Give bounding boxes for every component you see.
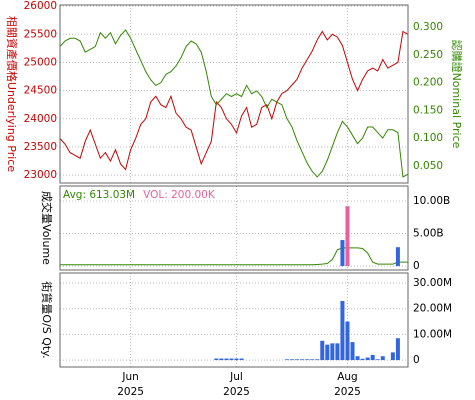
bar bbox=[295, 359, 300, 361]
y-tick-label: 5.00B bbox=[413, 228, 444, 240]
y-tick-label: 30.00M bbox=[413, 277, 452, 289]
y-tick-label: 25000 bbox=[24, 56, 57, 68]
y-tick-label: 23500 bbox=[24, 141, 57, 153]
bar bbox=[355, 356, 360, 361]
bar bbox=[390, 352, 395, 361]
y-tick-label: 0 bbox=[413, 354, 420, 366]
y-axis-label: 相關資產價格Underlying Price bbox=[5, 16, 19, 172]
bar bbox=[360, 358, 365, 361]
bar bbox=[305, 359, 310, 361]
bar bbox=[340, 300, 345, 361]
bar bbox=[370, 354, 375, 361]
y-axis-label: 成交量Volume bbox=[40, 191, 54, 265]
y2-tick-label: 0.300 bbox=[413, 21, 443, 33]
y2-axis-label: 認購證Nominal Price bbox=[450, 40, 464, 149]
bar bbox=[345, 321, 350, 361]
bar bbox=[320, 340, 325, 361]
x-tick-label: Jun 2025 bbox=[117, 371, 144, 398]
bar bbox=[224, 358, 229, 361]
bar bbox=[345, 206, 350, 267]
bar bbox=[234, 358, 239, 361]
plot-frame bbox=[59, 272, 409, 368]
bar bbox=[310, 359, 315, 361]
bar bbox=[315, 359, 320, 361]
plot-frame bbox=[59, 185, 409, 271]
legend-entry: VOL: 200.00K bbox=[143, 189, 216, 201]
bar bbox=[340, 240, 345, 267]
bar bbox=[284, 359, 289, 361]
legend-entry: Avg: 613.03M bbox=[63, 189, 135, 201]
y2-tick-label: 0.250 bbox=[413, 49, 443, 61]
y-tick-label: 23000 bbox=[24, 169, 57, 181]
line-series bbox=[59, 30, 409, 171]
y-tick-label: 26000 bbox=[24, 0, 57, 12]
bar bbox=[214, 358, 219, 361]
y-tick-label: 10.00M bbox=[413, 328, 452, 340]
bar bbox=[330, 343, 335, 361]
bar bbox=[375, 359, 380, 361]
line-series bbox=[59, 29, 409, 178]
y2-tick-label: 0.150 bbox=[413, 104, 443, 116]
plot-frame bbox=[59, 4, 409, 184]
bar bbox=[219, 358, 224, 361]
y2-tick-label: 0.200 bbox=[413, 77, 443, 89]
bar bbox=[395, 338, 400, 361]
y-tick-label: 20.00M bbox=[413, 303, 452, 315]
bar bbox=[350, 342, 355, 361]
bar bbox=[325, 344, 330, 361]
bar bbox=[229, 358, 234, 361]
y-tick-label: 24000 bbox=[24, 113, 57, 125]
bar bbox=[290, 359, 294, 361]
bar bbox=[380, 356, 385, 361]
x-tick-label: Jul 2025 bbox=[223, 371, 250, 398]
bar bbox=[365, 357, 370, 361]
bar bbox=[300, 359, 305, 361]
y-tick-label: 24500 bbox=[24, 85, 57, 97]
line-series bbox=[60, 247, 408, 266]
bar bbox=[239, 358, 244, 361]
y-axis-label: 街貨量O/S Qty. bbox=[40, 281, 54, 358]
bar bbox=[335, 343, 340, 361]
y-tick-label: 0 bbox=[413, 260, 420, 272]
y2-tick-label: 0.100 bbox=[413, 132, 443, 144]
y-tick-label: 25500 bbox=[24, 28, 57, 40]
x-tick-label: Aug 2025 bbox=[334, 371, 361, 398]
bar bbox=[395, 247, 400, 267]
y2-tick-label: 0.050 bbox=[413, 160, 443, 172]
y-tick-label: 10.00B bbox=[413, 195, 450, 207]
